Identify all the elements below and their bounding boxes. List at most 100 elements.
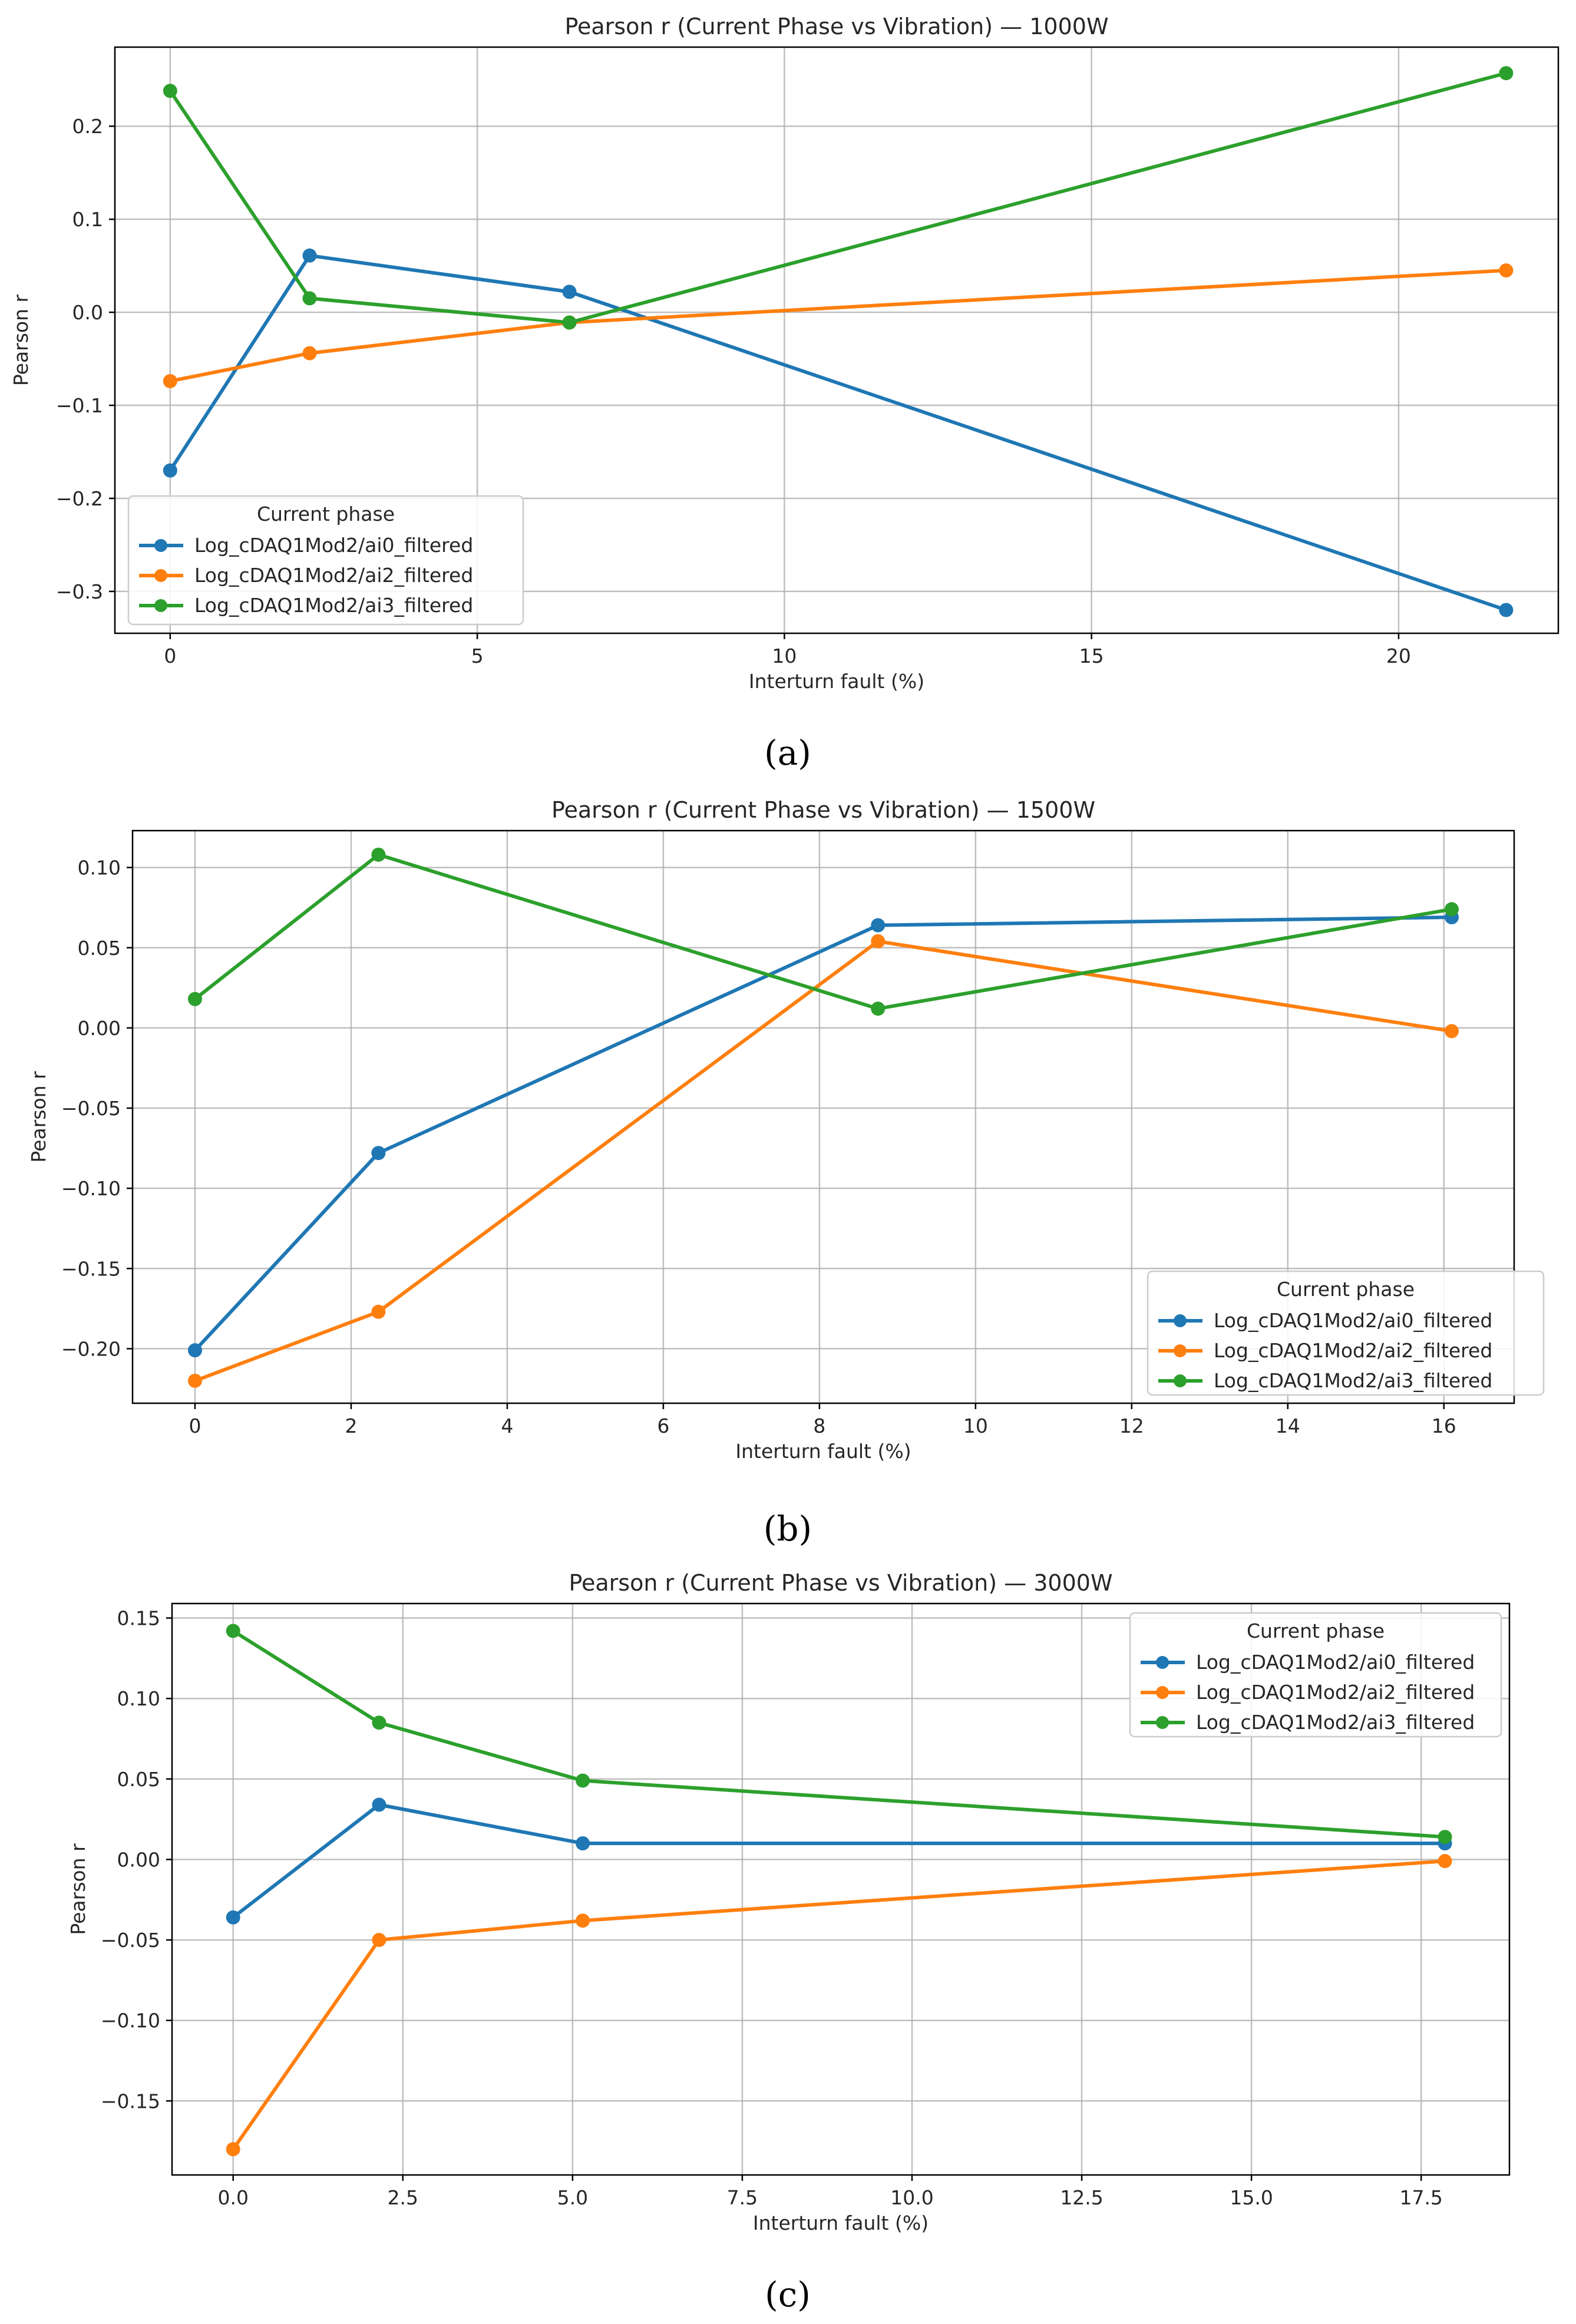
x-tick-label: 15.0 (1230, 2186, 1273, 2209)
x-tick-label: 12 (1119, 1414, 1144, 1437)
data-point (372, 1797, 386, 1812)
y-tick-label: −0.05 (101, 1929, 160, 1952)
legend-entry: Log_cDAQ1Mod2/ai2_filtered (194, 564, 473, 587)
data-point (371, 847, 386, 862)
data-point (371, 1304, 386, 1319)
data-point (871, 918, 886, 933)
x-tick-label: 0 (164, 644, 176, 667)
data-point (226, 2142, 240, 2157)
data-point (226, 1910, 240, 1925)
x-tick-label: 12.5 (1060, 2186, 1103, 2209)
legend-entry: Log_cDAQ1Mod2/ai0_filtered (194, 534, 473, 557)
legend-title: Current phase (257, 503, 395, 525)
panel-caption: (a) (764, 733, 811, 773)
legend-swatch-marker (154, 539, 167, 552)
y-tick-label: 0.10 (117, 1687, 160, 1710)
data-point (1438, 1854, 1452, 1869)
legend-swatch-marker (154, 569, 167, 582)
series-line-1 (193, 915, 1453, 1353)
y-tick-label: 0.00 (78, 1017, 121, 1040)
data-point (562, 315, 577, 330)
x-tick-label: 15 (1079, 644, 1104, 667)
legend-swatch-marker (1156, 1656, 1169, 1669)
series-line-2 (168, 269, 1508, 383)
legend-title: Current phase (1247, 1619, 1385, 1642)
legend-swatch-marker (1174, 1344, 1187, 1357)
legend-box (1147, 1270, 1545, 1396)
legend-entry: Log_cDAQ1Mod2/ai2_filtered (1214, 1339, 1492, 1362)
x-tick-label: 10 (772, 644, 797, 667)
x-tick-label: 20 (1386, 644, 1411, 667)
y-tick-label: 0.1 (72, 208, 103, 231)
y-tick-label: −0.10 (101, 2009, 160, 2032)
series-line-3 (168, 71, 1508, 325)
y-tick-label: 0.05 (117, 1768, 160, 1791)
x-tick-label: 17.5 (1399, 2186, 1442, 2209)
data-point (187, 991, 202, 1006)
y-tick-label: −0.15 (101, 2090, 160, 2113)
y-axis-label: Pearson r (9, 294, 32, 386)
y-tick-label: −0.1 (56, 394, 103, 417)
x-tick-label: 0.0 (217, 2186, 248, 2209)
x-tick-label: 2.5 (388, 2186, 418, 2209)
data-point (163, 463, 177, 478)
y-tick-label: 0.05 (78, 937, 121, 960)
axes-frame (171, 1602, 1511, 2176)
legend: Current phase Log_cDAQ1Mod2/ai0_filtered L… (1129, 1612, 1502, 1738)
x-axis-label: Interturn fault (%) (753, 2211, 929, 2234)
legend-title: Current phase (1277, 1278, 1415, 1301)
data-point (1499, 603, 1514, 617)
data-point (1445, 902, 1459, 917)
data-point (871, 1001, 886, 1016)
chart-title: Pearson r (Current Phase vs Vibration) —… (551, 797, 1095, 823)
axes-frame (131, 829, 1515, 1404)
data-point (562, 285, 577, 299)
y-tick-label: 0.10 (78, 857, 121, 880)
y-tick-label: 0.15 (117, 1607, 160, 1630)
y-axis-label: Pearson r (67, 1843, 90, 1935)
chart-title: Pearson r (Current Phase vs Vibration) —… (564, 14, 1108, 39)
x-tick-label: 14 (1276, 1414, 1300, 1437)
y-tick-label: −0.05 (61, 1097, 121, 1120)
y-tick-label: −0.10 (61, 1177, 121, 1200)
x-tick-label: 6 (657, 1414, 669, 1437)
x-tick-label: 5.0 (557, 2186, 588, 2209)
y-tick-label: −0.3 (56, 580, 103, 603)
legend-box (1129, 1612, 1502, 1738)
y-tick-label: 0.2 (72, 115, 103, 138)
legend: Current phase Log_cDAQ1Mod2/ai0_filtered L… (127, 495, 524, 626)
series-line-1 (231, 1803, 1447, 1919)
data-point (1438, 1830, 1452, 1844)
x-tick-label: 16 (1432, 1414, 1456, 1437)
x-tick-label: 2 (345, 1414, 357, 1437)
x-tick-label: 8 (813, 1414, 825, 1437)
x-axis-label: Interturn fault (%) (749, 670, 924, 693)
x-tick-label: 0 (189, 1414, 201, 1437)
legend-swatch-marker (1156, 1686, 1169, 1699)
legend-swatch-marker (1156, 1716, 1169, 1729)
data-point (371, 1146, 386, 1161)
chart-panel-c: 0.0 2.5 5.0 7.5 10.0 12.5 15.0 17.5 −0.15 −0.10 −0… (67, 1570, 1511, 2315)
data-point (302, 346, 317, 361)
data-point (576, 1836, 590, 1851)
y-axis-label: Pearson r (27, 1071, 50, 1163)
legend-swatch-marker (1174, 1314, 1187, 1327)
data-point (372, 1933, 386, 1948)
data-point (187, 1373, 202, 1388)
x-tick-label: 7.5 (727, 2186, 758, 2209)
legend-swatch-marker (1174, 1374, 1187, 1387)
series-line-1 (168, 253, 1508, 612)
y-tick-label: −0.15 (61, 1257, 121, 1280)
data-point (226, 1624, 240, 1638)
legend-box (127, 495, 524, 626)
y-tick-label: 0.00 (117, 1848, 160, 1871)
data-point (163, 373, 177, 388)
legend-entry: Log_cDAQ1Mod2/ai3_filtered (1214, 1369, 1492, 1392)
data-point (302, 248, 317, 263)
x-axis-label: Interturn fault (%) (735, 1440, 911, 1463)
x-tick-label: 4 (501, 1414, 513, 1437)
legend: Current phase Log_cDAQ1Mod2/ai0_filtered L… (1147, 1270, 1545, 1396)
data-point (576, 1913, 590, 1928)
data-point (163, 84, 177, 98)
